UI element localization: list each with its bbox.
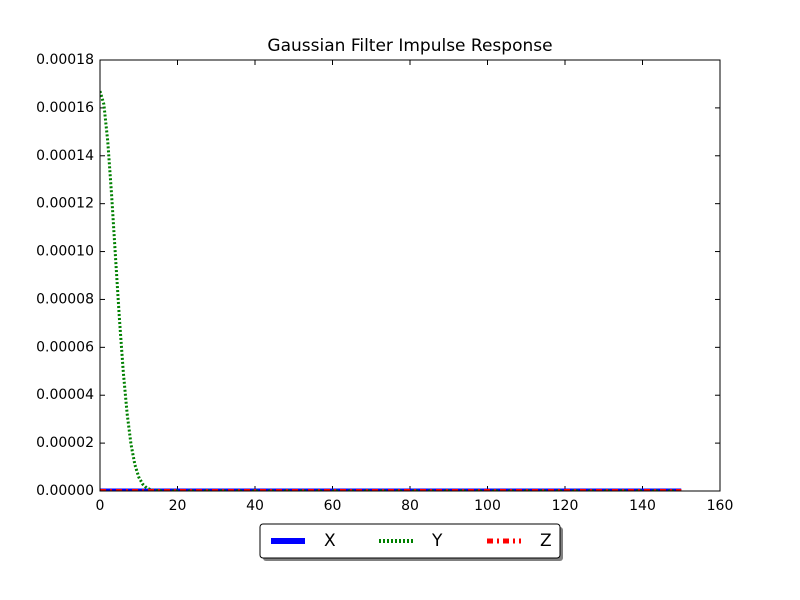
y-tick-label: 0.00006: [36, 339, 94, 355]
x-tick-label: 160: [707, 498, 734, 514]
x-tick-label: 120: [552, 498, 579, 514]
x-tick-label: 60: [324, 498, 342, 514]
y-tick-label: 0.00002: [36, 435, 94, 451]
x-tick-label: 20: [169, 498, 187, 514]
y-tick-label: 0.00016: [36, 100, 94, 116]
legend-label: X: [324, 531, 336, 551]
x-tick-label: 100: [474, 498, 501, 514]
legend-label: Z: [540, 531, 552, 551]
x-tick-label: 140: [629, 498, 656, 514]
y-tick-label: 0.00008: [36, 291, 94, 307]
y-tick-label: 0.00004: [36, 387, 94, 403]
y-tick-label: 0.00018: [36, 52, 94, 68]
x-tick-label: 40: [246, 498, 264, 514]
legend-box: [259, 523, 561, 559]
y-tick-label: 0.00010: [36, 244, 94, 260]
x-tick-label: 0: [96, 498, 105, 514]
y-tick-label: 0.00000: [36, 483, 94, 499]
y-tick-label: 0.00012: [36, 196, 94, 212]
x-tick-label: 80: [401, 498, 419, 514]
plot-frame: [99, 59, 721, 492]
legend-label: Y: [431, 531, 443, 551]
chart-title: Gaussian Filter Impulse Response: [267, 36, 552, 56]
y-tick-label: 0.00014: [36, 148, 94, 164]
